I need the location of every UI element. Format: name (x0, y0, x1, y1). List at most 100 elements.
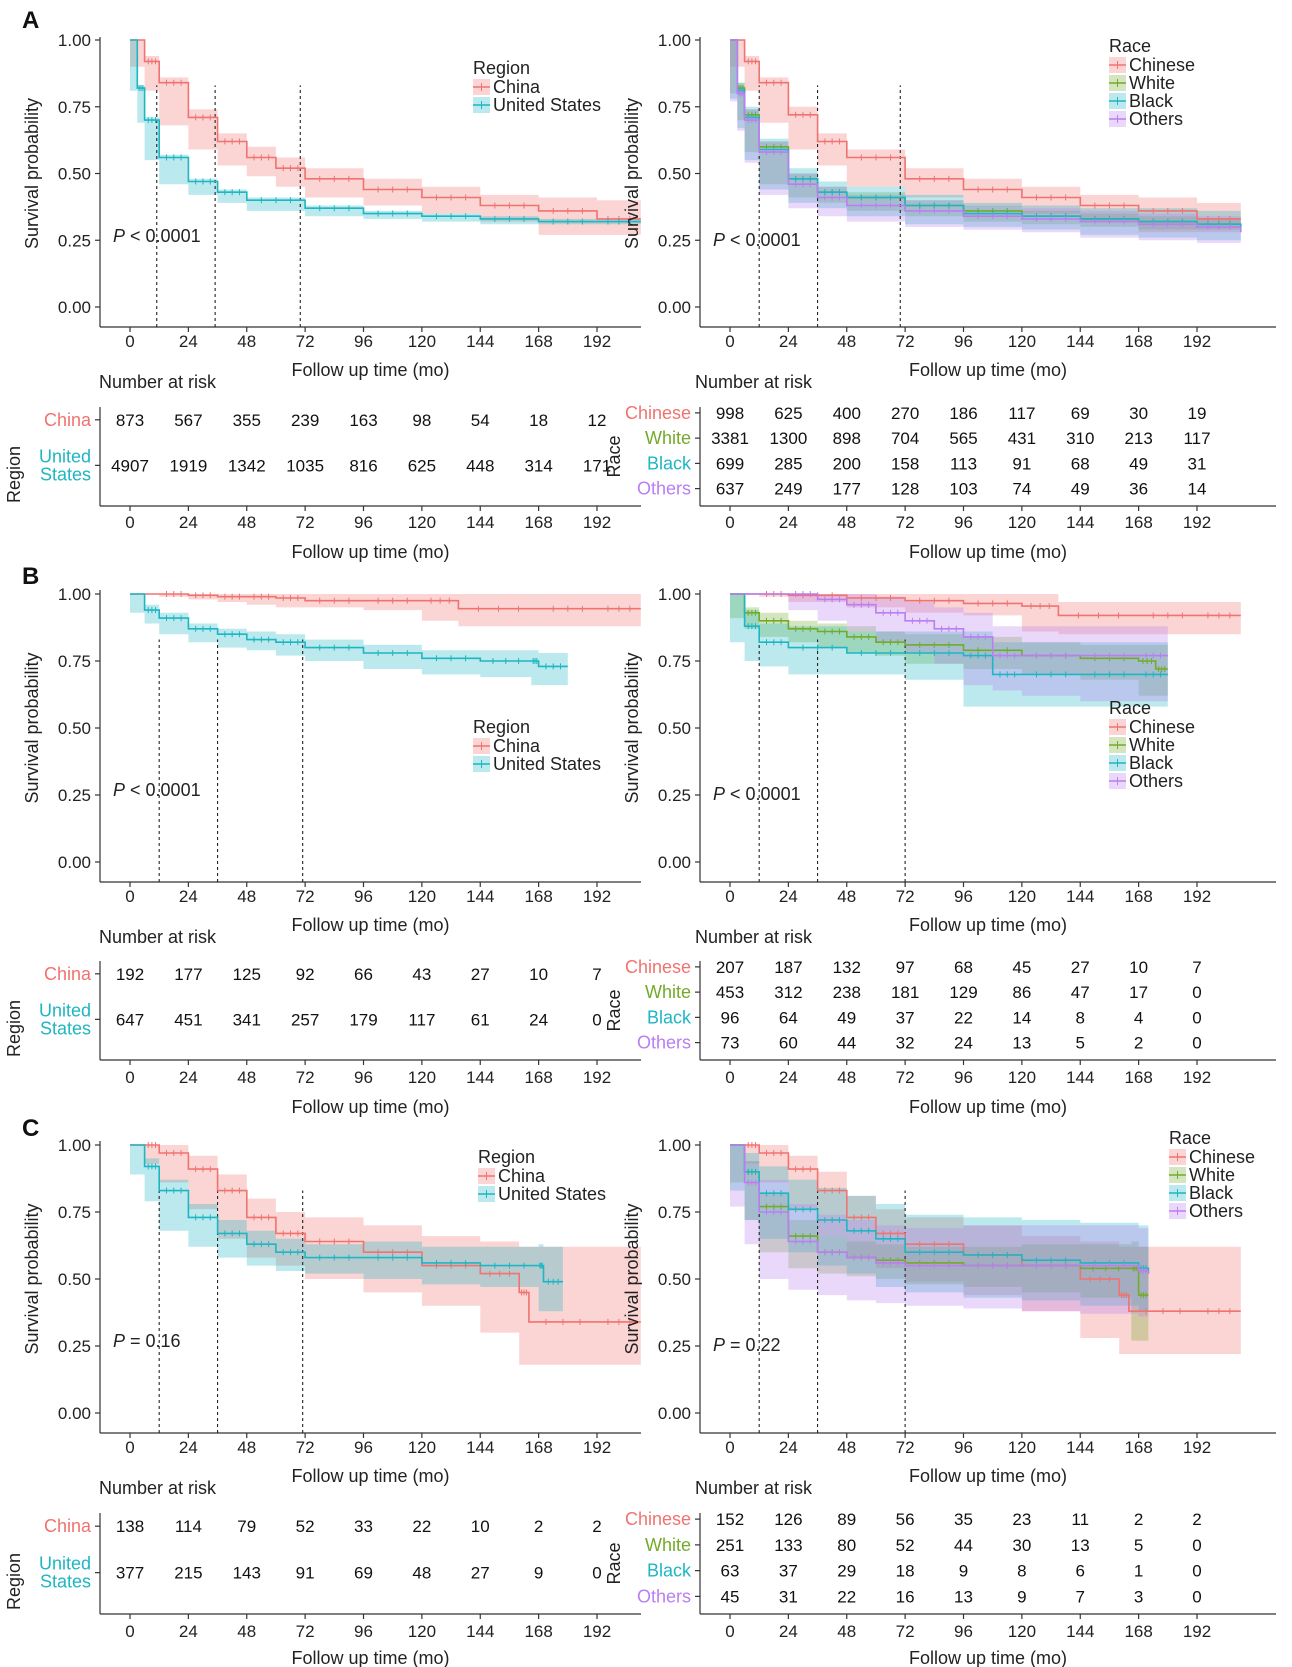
ci-band-black (730, 1145, 1149, 1312)
y-tick-label: 1.00 (658, 31, 691, 50)
x-tick-label: 120 (408, 1438, 436, 1457)
x-tick-label: 48 (237, 1438, 256, 1457)
x-tick-label: 0 (725, 887, 734, 906)
risk-value: 27 (471, 965, 490, 984)
x-tick-label: 168 (524, 332, 552, 351)
risk-x-tick-label: 48 (837, 513, 856, 532)
risk-value: 186 (949, 404, 977, 423)
risk-x-tick-label: 168 (524, 513, 552, 532)
risk-x-tick-label: 96 (354, 513, 373, 532)
x-tick-label: 0 (125, 1438, 134, 1457)
risk-value: 5 (1134, 1536, 1143, 1555)
risk-value: 31 (779, 1587, 798, 1606)
risk-value: 637 (716, 480, 744, 499)
risk-value: 2 (1134, 1510, 1143, 1529)
risk-x-tick-label: 96 (954, 1068, 973, 1087)
x-tick-label: 24 (179, 887, 198, 906)
risk-value: 213 (1124, 429, 1152, 448)
risk-x-tick-label: 144 (1066, 1068, 1094, 1087)
y-tick-label: 0.25 (58, 786, 91, 805)
y-tick-label: 0.50 (658, 719, 691, 738)
risk-value: 117 (1008, 404, 1035, 423)
risk-value: 451 (174, 1010, 202, 1029)
x-tick-label: 24 (779, 887, 798, 906)
x-tick-label: 72 (896, 332, 915, 351)
x-axis-label: Follow up time (mo) (291, 915, 449, 935)
risk-row-label-black: Black (647, 1561, 692, 1581)
risk-value: 49 (1071, 480, 1090, 499)
risk-value: 704 (891, 429, 919, 448)
censor-marks-china (147, 58, 631, 222)
y-tick-label: 0.00 (58, 853, 91, 872)
risk-x-tick-label: 24 (779, 1622, 798, 1641)
x-tick-label: 0 (725, 332, 734, 351)
legend-label-chinese: Chinese (1129, 717, 1195, 737)
risk-value: 128 (891, 480, 919, 499)
legend-label-others: Others (1189, 1201, 1243, 1221)
risk-value: 27 (1071, 958, 1090, 977)
risk-x-tick-label: 48 (837, 1622, 856, 1641)
legend-label-us: United States (493, 754, 601, 774)
risk-value: 251 (716, 1536, 744, 1555)
risk-row-label-chinese: Chinese (625, 403, 691, 423)
risk-row-label-others: Others (637, 479, 691, 499)
risk-x-tick-label: 192 (1183, 1068, 1211, 1087)
p-value-number: = 0.16 (125, 1331, 181, 1351)
risk-x-tick-label: 24 (779, 513, 798, 532)
risk-row-label-china: China (44, 410, 92, 430)
risk-value: 18 (896, 1562, 915, 1581)
risk-x-tick-label: 72 (896, 1068, 915, 1087)
risk-value: 52 (896, 1536, 915, 1555)
ci-band-china (130, 1145, 641, 1365)
x-tick-label: 120 (1008, 1438, 1036, 1457)
risk-value: 27 (471, 1564, 490, 1583)
y-axis-label: Survival probability (622, 1203, 642, 1354)
ci-band-others (730, 40, 1241, 243)
risk-value: 56 (896, 1510, 915, 1529)
risk-x-tick-label: 96 (954, 513, 973, 532)
risk-row-label-us: United (39, 1554, 91, 1574)
x-tick-label: 96 (354, 332, 373, 351)
risk-value: 179 (349, 1010, 377, 1029)
risk-x-tick-label: 72 (296, 513, 315, 532)
x-tick-label: 72 (296, 887, 315, 906)
p-value-number: = 0.22 (725, 1335, 781, 1355)
risk-x-tick-label: 120 (408, 513, 436, 532)
risk-value: 1 (1134, 1562, 1143, 1581)
x-tick-label: 0 (725, 1438, 734, 1457)
y-tick-label: 0.75 (58, 1203, 91, 1222)
y-tick-label: 0.00 (658, 1404, 691, 1423)
x-tick-label: 0 (125, 332, 134, 351)
risk-value: 10 (1129, 958, 1148, 977)
risk-value: 92 (296, 965, 315, 984)
risk-value: 1919 (169, 456, 207, 475)
y-tick-label: 0.25 (658, 1337, 691, 1356)
legend-label-white: White (1129, 73, 1175, 93)
risk-value: 73 (721, 1034, 740, 1053)
legend-title: Race (1169, 1128, 1211, 1148)
risk-value: 52 (296, 1517, 315, 1536)
risk-value: 1035 (286, 456, 324, 475)
km-chart-c-race: 0.000.250.500.751.000 24 48 72 96 120 144 168 19… (604, 1128, 1276, 1667)
risk-x-tick-label: 0 (725, 1622, 734, 1641)
risk-x-tick-label: 168 (1124, 1068, 1152, 1087)
risk-value: 647 (116, 1010, 144, 1029)
y-axis-label: Survival probability (22, 652, 42, 803)
legend-label-others: Others (1129, 109, 1183, 129)
x-tick-label: 192 (1183, 332, 1211, 351)
x-tick-label: 120 (408, 887, 436, 906)
risk-value: 117 (408, 1010, 435, 1029)
risk-x-tick-label: 120 (1008, 513, 1036, 532)
km-curve-chinese (730, 39, 1241, 220)
x-tick-label: 120 (1008, 332, 1036, 351)
risk-table-title: Number at risk (695, 372, 813, 392)
km-chart-b-race: 0.000.250.500.751.000 24 48 72 96 120 144 168 19… (604, 585, 1276, 1117)
risk-value: 143 (233, 1564, 261, 1583)
risk-x-axis-label: Follow up time (mo) (291, 1648, 449, 1667)
risk-value: 36 (1129, 480, 1148, 499)
x-tick-label: 120 (408, 332, 436, 351)
